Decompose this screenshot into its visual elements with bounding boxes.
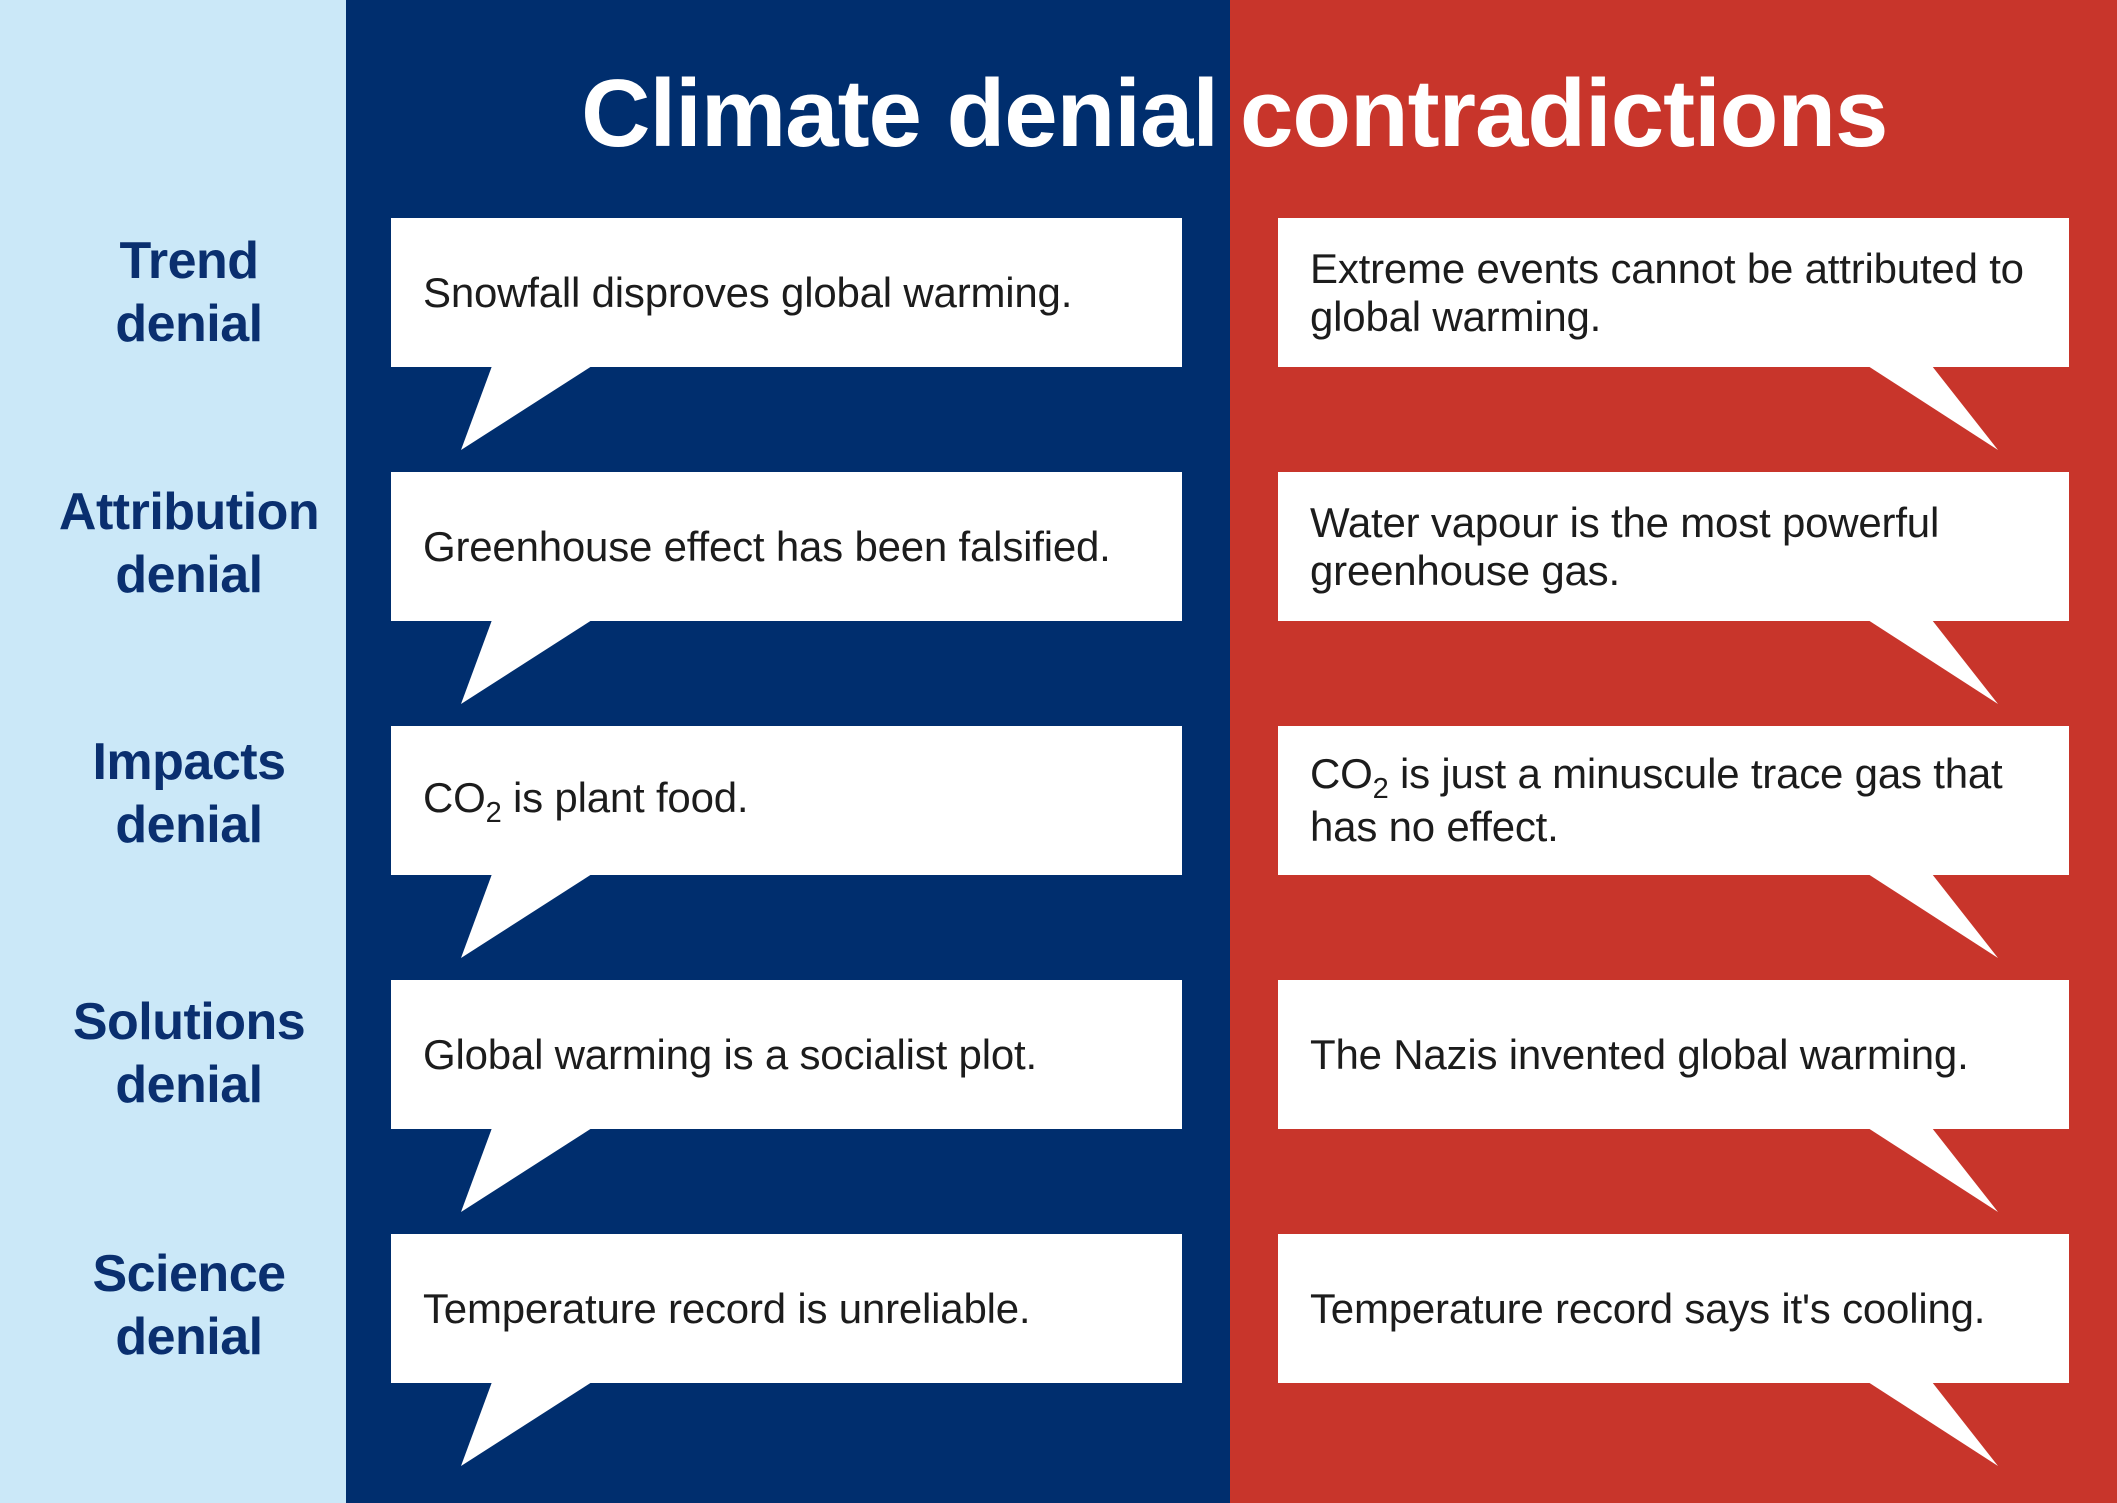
left-claim-bubble: CO2 is plant food. bbox=[391, 726, 1182, 875]
right-bubble-tail bbox=[1868, 366, 1998, 450]
left-claim-text: Greenhouse effect has been falsified. bbox=[423, 522, 1111, 570]
right-claim-text: Water vapour is the most powerful greenh… bbox=[1310, 498, 1940, 594]
left-claim-text: CO2 is plant food. bbox=[423, 774, 749, 829]
title-left: Climate denial bbox=[581, 60, 1219, 167]
right-claim-bubble: The Nazis invented global warming. bbox=[1278, 980, 2069, 1129]
right-claim-bubble: CO2 is just a minuscule trace gas that h… bbox=[1278, 726, 2069, 875]
right-claim-bubble: Temperature record says it's cooling. bbox=[1278, 1234, 2069, 1383]
left-bubble-tail bbox=[461, 620, 592, 704]
right-bubble-tail bbox=[1868, 620, 1998, 704]
left-bubble-tail bbox=[461, 1128, 592, 1212]
right-claim-text: CO2 is just a minuscule trace gas that h… bbox=[1310, 750, 2003, 850]
category-label-science: Science denial bbox=[92, 1245, 286, 1366]
right-claim-bubble: Extreme events cannot be attributed to g… bbox=[1278, 218, 2069, 367]
left-bubble-tail bbox=[461, 366, 592, 450]
left-claim-bubble: Temperature record is unreliable. bbox=[391, 1234, 1182, 1383]
left-claim-bubble: Global warming is a socialist plot. bbox=[391, 980, 1182, 1129]
right-bubble-tail bbox=[1868, 1128, 1998, 1212]
right-claim-bubble: Water vapour is the most powerful greenh… bbox=[1278, 472, 2069, 621]
left-claim-text: Temperature record is unreliable. bbox=[423, 1284, 1031, 1332]
sidebar-panel bbox=[0, 0, 346, 1503]
left-bubble-tail bbox=[461, 874, 592, 958]
title-right: contradictions bbox=[1240, 60, 1888, 167]
right-claim-text: Extreme events cannot be attributed to g… bbox=[1310, 244, 2024, 340]
left-claim-text: Snowfall disproves global warming. bbox=[423, 268, 1073, 316]
category-label-trend: Trend denial bbox=[115, 232, 263, 353]
category-label-attribution: Attribution denial bbox=[58, 483, 320, 604]
right-claim-text: Temperature record says it's cooling. bbox=[1310, 1284, 1986, 1332]
category-label-solutions: Solutions denial bbox=[72, 993, 306, 1114]
left-claim-bubble: Snowfall disproves global warming. bbox=[391, 218, 1182, 367]
category-label-impacts: Impacts denial bbox=[92, 733, 286, 854]
left-bubble-tail bbox=[461, 1382, 592, 1466]
right-bubble-tail bbox=[1868, 1382, 1998, 1466]
left-claim-bubble: Greenhouse effect has been falsified. bbox=[391, 472, 1182, 621]
left-claim-text: Global warming is a socialist plot. bbox=[423, 1030, 1037, 1078]
right-claim-text: The Nazis invented global warming. bbox=[1310, 1030, 1969, 1078]
right-bubble-tail bbox=[1868, 874, 1998, 958]
